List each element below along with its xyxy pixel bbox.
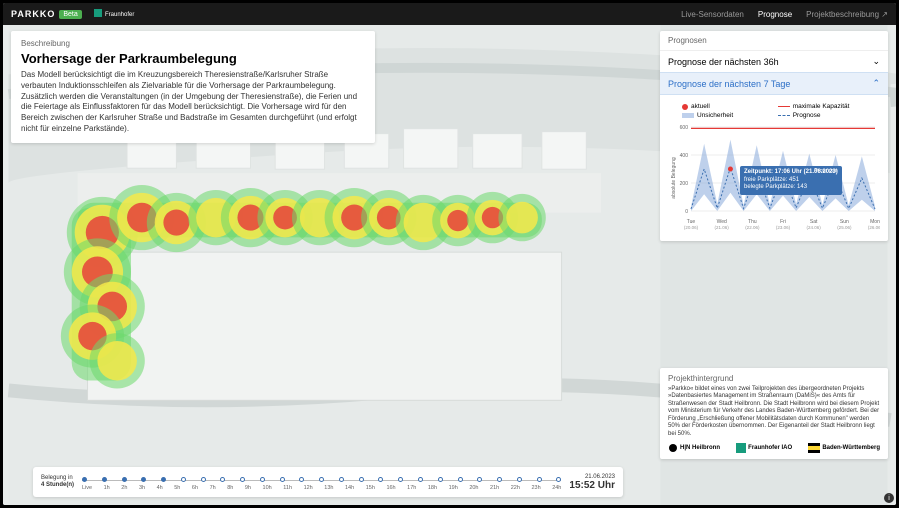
timeline-dot[interactable] xyxy=(220,477,225,482)
svg-text:400: 400 xyxy=(680,153,689,159)
svg-text:(23.06): (23.06) xyxy=(776,225,791,230)
timeline-dot[interactable] xyxy=(102,477,107,482)
chevron-down-icon: ⌄ xyxy=(872,56,880,67)
partner-logos: H|N Heilbronn Fraunhofer IAO Baden-Württ… xyxy=(668,443,880,453)
timeline-dot[interactable] xyxy=(299,477,304,482)
timeline-dot[interactable] xyxy=(497,477,502,482)
timeline-dot[interactable] xyxy=(398,477,403,482)
description-label: Beschreibung xyxy=(21,39,365,48)
info-icon[interactable]: i xyxy=(884,493,894,503)
timeline-dot[interactable] xyxy=(418,477,423,482)
timeline-dot[interactable] xyxy=(537,477,542,482)
timeline-dot[interactable] xyxy=(260,477,265,482)
timeline-dot[interactable] xyxy=(517,477,522,482)
svg-text:(26.06): (26.06) xyxy=(868,225,880,230)
svg-text:(24.06): (24.06) xyxy=(807,225,822,230)
projekt-label: Projekthintergrund xyxy=(668,374,880,383)
svg-text:200: 200 xyxy=(680,181,689,187)
timeline-dot[interactable] xyxy=(378,477,383,482)
logo-bw: Baden-Württemberg xyxy=(808,443,880,453)
timeline-dot[interactable] xyxy=(556,477,561,482)
timeline-dot[interactable] xyxy=(280,477,285,482)
timeline-label: Belegung in 4 Stunde(n) xyxy=(41,475,74,488)
acc-36h[interactable]: Prognose der nächsten 36h ⌄ xyxy=(660,51,888,72)
prognosen-label: Prognosen xyxy=(660,31,888,51)
forecast-chart[interactable]: 0200400600absolute BelegungTue(20.06)Wed… xyxy=(668,123,880,233)
timeline-dot[interactable] xyxy=(477,477,482,482)
description-title: Vorhersage der Parkraumbelegung xyxy=(21,51,365,66)
timeline-dot[interactable] xyxy=(181,477,186,482)
timeline-dot[interactable] xyxy=(161,477,166,482)
timeline-dot[interactable] xyxy=(359,477,364,482)
topbar: PARKKO Beta Fraunhofer Live-Sensordaten … xyxy=(3,3,896,25)
description-panel: Beschreibung Vorhersage der Parkraumbele… xyxy=(11,31,375,143)
svg-text:600: 600 xyxy=(680,125,689,131)
timeline-dot[interactable] xyxy=(122,477,127,482)
app-root: PARKKO Beta Fraunhofer Live-Sensordaten … xyxy=(3,3,896,505)
svg-text:(25.06): (25.06) xyxy=(837,225,852,230)
timeline-dot[interactable] xyxy=(319,477,324,482)
nav-projekt[interactable]: Projektbeschreibung ↗ xyxy=(806,10,888,19)
top-nav: Live-Sensordaten Prognose Projektbeschre… xyxy=(681,10,888,19)
prognosen-panel: Prognosen Prognose der nächsten 36h ⌄ Pr… xyxy=(660,31,888,241)
timeline-dot[interactable] xyxy=(458,477,463,482)
timeline-dot[interactable] xyxy=(82,477,87,482)
svg-text:(21.06): (21.06) xyxy=(715,225,730,230)
svg-text:0: 0 xyxy=(685,209,688,215)
timeline-dot[interactable] xyxy=(240,477,245,482)
timeline-dot[interactable] xyxy=(339,477,344,482)
chart-legend: aktuell maximale Kapazität Unsicherheit … xyxy=(682,103,880,119)
chart-tooltip: Zeitpunkt: 17:06 Uhr (21.06.2023) Progno… xyxy=(740,166,842,195)
svg-text:(22.06): (22.06) xyxy=(745,225,760,230)
nav-live[interactable]: Live-Sensordaten xyxy=(681,10,744,19)
svg-text:(20.06): (20.06) xyxy=(684,225,699,230)
brand: PARKKO xyxy=(11,9,55,19)
logo-heilbronn: H|N Heilbronn xyxy=(668,443,720,453)
beta-badge: Beta xyxy=(59,10,81,19)
projekt-body: »Parkko« bildet eines von zwei Teilproje… xyxy=(668,386,880,439)
timeline[interactable]: Belegung in 4 Stunde(n) Live1h2h3h4h5h6h… xyxy=(33,467,623,497)
nav-prognose[interactable]: Prognose xyxy=(758,10,792,19)
main: Beschreibung Vorhersage der Parkraumbele… xyxy=(3,25,896,505)
chevron-up-icon: ⌃ xyxy=(872,78,880,89)
timeline-dot[interactable] xyxy=(201,477,206,482)
svg-text:absolute Belegung: absolute Belegung xyxy=(671,157,677,199)
timeline-dot[interactable] xyxy=(141,477,146,482)
projekt-panel: Projekthintergrund »Parkko« bildet eines… xyxy=(660,368,888,460)
svg-text:Fraunhofer: Fraunhofer xyxy=(105,12,134,18)
description-body: Das Modell berücksichtigt die im Kreuzun… xyxy=(21,70,365,135)
timeline-dot[interactable] xyxy=(438,477,443,482)
timeline-time: 21.06.2023 15:52 Uhr xyxy=(569,474,615,491)
timeline-track[interactable]: Live1h2h3h4h5h6h7h8h9h10h11h12h13h14h15h… xyxy=(82,473,561,491)
acc-7d[interactable]: Prognose der nächsten 7 Tage ⌃ xyxy=(660,72,888,95)
logo-fraunhofer: Fraunhofer IAO xyxy=(736,443,792,453)
chart-area: aktuell maximale Kapazität Unsicherheit … xyxy=(660,95,888,241)
fraunhofer-logo: Fraunhofer xyxy=(94,9,154,19)
